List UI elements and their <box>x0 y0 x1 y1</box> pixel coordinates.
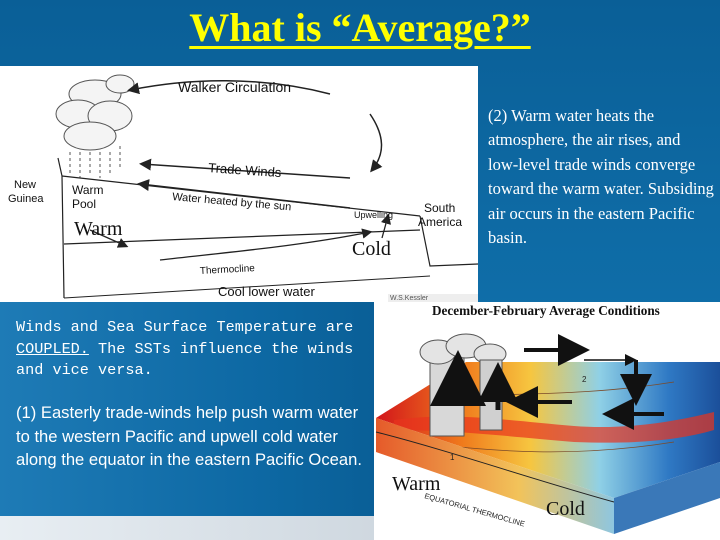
cloud-icon <box>55 74 135 151</box>
coast-south-america <box>419 215 478 267</box>
walker-circulation-label: Walker Circulation <box>178 79 291 95</box>
cold-label-top: Cold <box>352 238 391 260</box>
ocean-conditions-diagram: 2 1 EQUATORIAL THERMOCLINE <box>374 302 720 540</box>
coupled-emphasis: COUPLED. <box>16 339 89 358</box>
coupled-text: Winds and Sea Surface Temperature are CO… <box>16 317 366 382</box>
ocean-cross-section <box>376 418 614 534</box>
warm-label-top: Warm <box>74 218 123 240</box>
warm-tongue <box>394 412 714 443</box>
upwelling-arrow <box>380 213 391 239</box>
ocean-diagram-title: December-February Average Conditions <box>432 303 660 318</box>
south-america-label-1: South <box>424 201 455 215</box>
image-credit: W.S.Kessler <box>388 294 478 304</box>
bottom-strip <box>0 516 374 540</box>
note-1-text: (1) Easterly trade-winds help push warm … <box>16 403 362 470</box>
trade-winds-arrow <box>139 158 351 179</box>
text-panel <box>0 302 374 516</box>
contour-label-1: 1 <box>450 453 455 462</box>
trade-winds-label: Trade Winds <box>208 160 283 180</box>
ocean-floor-line <box>63 275 431 299</box>
coupled-prefix: Winds and Sea Surface Temperature are <box>16 318 354 336</box>
warm-label-bottom: Warm <box>392 473 441 495</box>
pool-arrow <box>89 229 129 248</box>
deep-arrow <box>159 228 373 261</box>
upwelling-label: Upwelling <box>354 210 393 220</box>
cool-water-label: Cool lower water <box>218 284 315 299</box>
cold-label-bottom: Cold <box>546 498 585 520</box>
coupled-suffix: The SSTs influence the winds and vice ve… <box>16 339 354 380</box>
ocean-side <box>614 462 720 534</box>
sea-surface-line <box>61 175 421 217</box>
rain-lines <box>69 146 121 178</box>
new-guinea-label-1: New <box>14 179 36 191</box>
walker-arrow-top <box>127 79 331 95</box>
thermocline-line <box>375 431 615 503</box>
thermocline-label: Thermocline <box>200 263 256 277</box>
note-2-text: (2) Warm water heats the atmosphere, the… <box>488 106 714 248</box>
warm-pool-label-2: Pool <box>72 197 96 211</box>
slide-title: What is “Average?” <box>189 5 531 50</box>
walker-circulation-diagram: Walker Circulation Trade Winds Water hea… <box>0 66 478 302</box>
new-guinea-label-2: Guinea <box>8 193 44 205</box>
convection-cloud-icon <box>419 333 507 437</box>
contour-label-2: 2 <box>582 375 587 384</box>
south-america-label-2: America <box>418 215 462 229</box>
warm-pool-label-1: Warm <box>72 183 104 197</box>
walker-arrow-descend <box>369 113 383 173</box>
coast-new-guinea <box>57 157 65 299</box>
